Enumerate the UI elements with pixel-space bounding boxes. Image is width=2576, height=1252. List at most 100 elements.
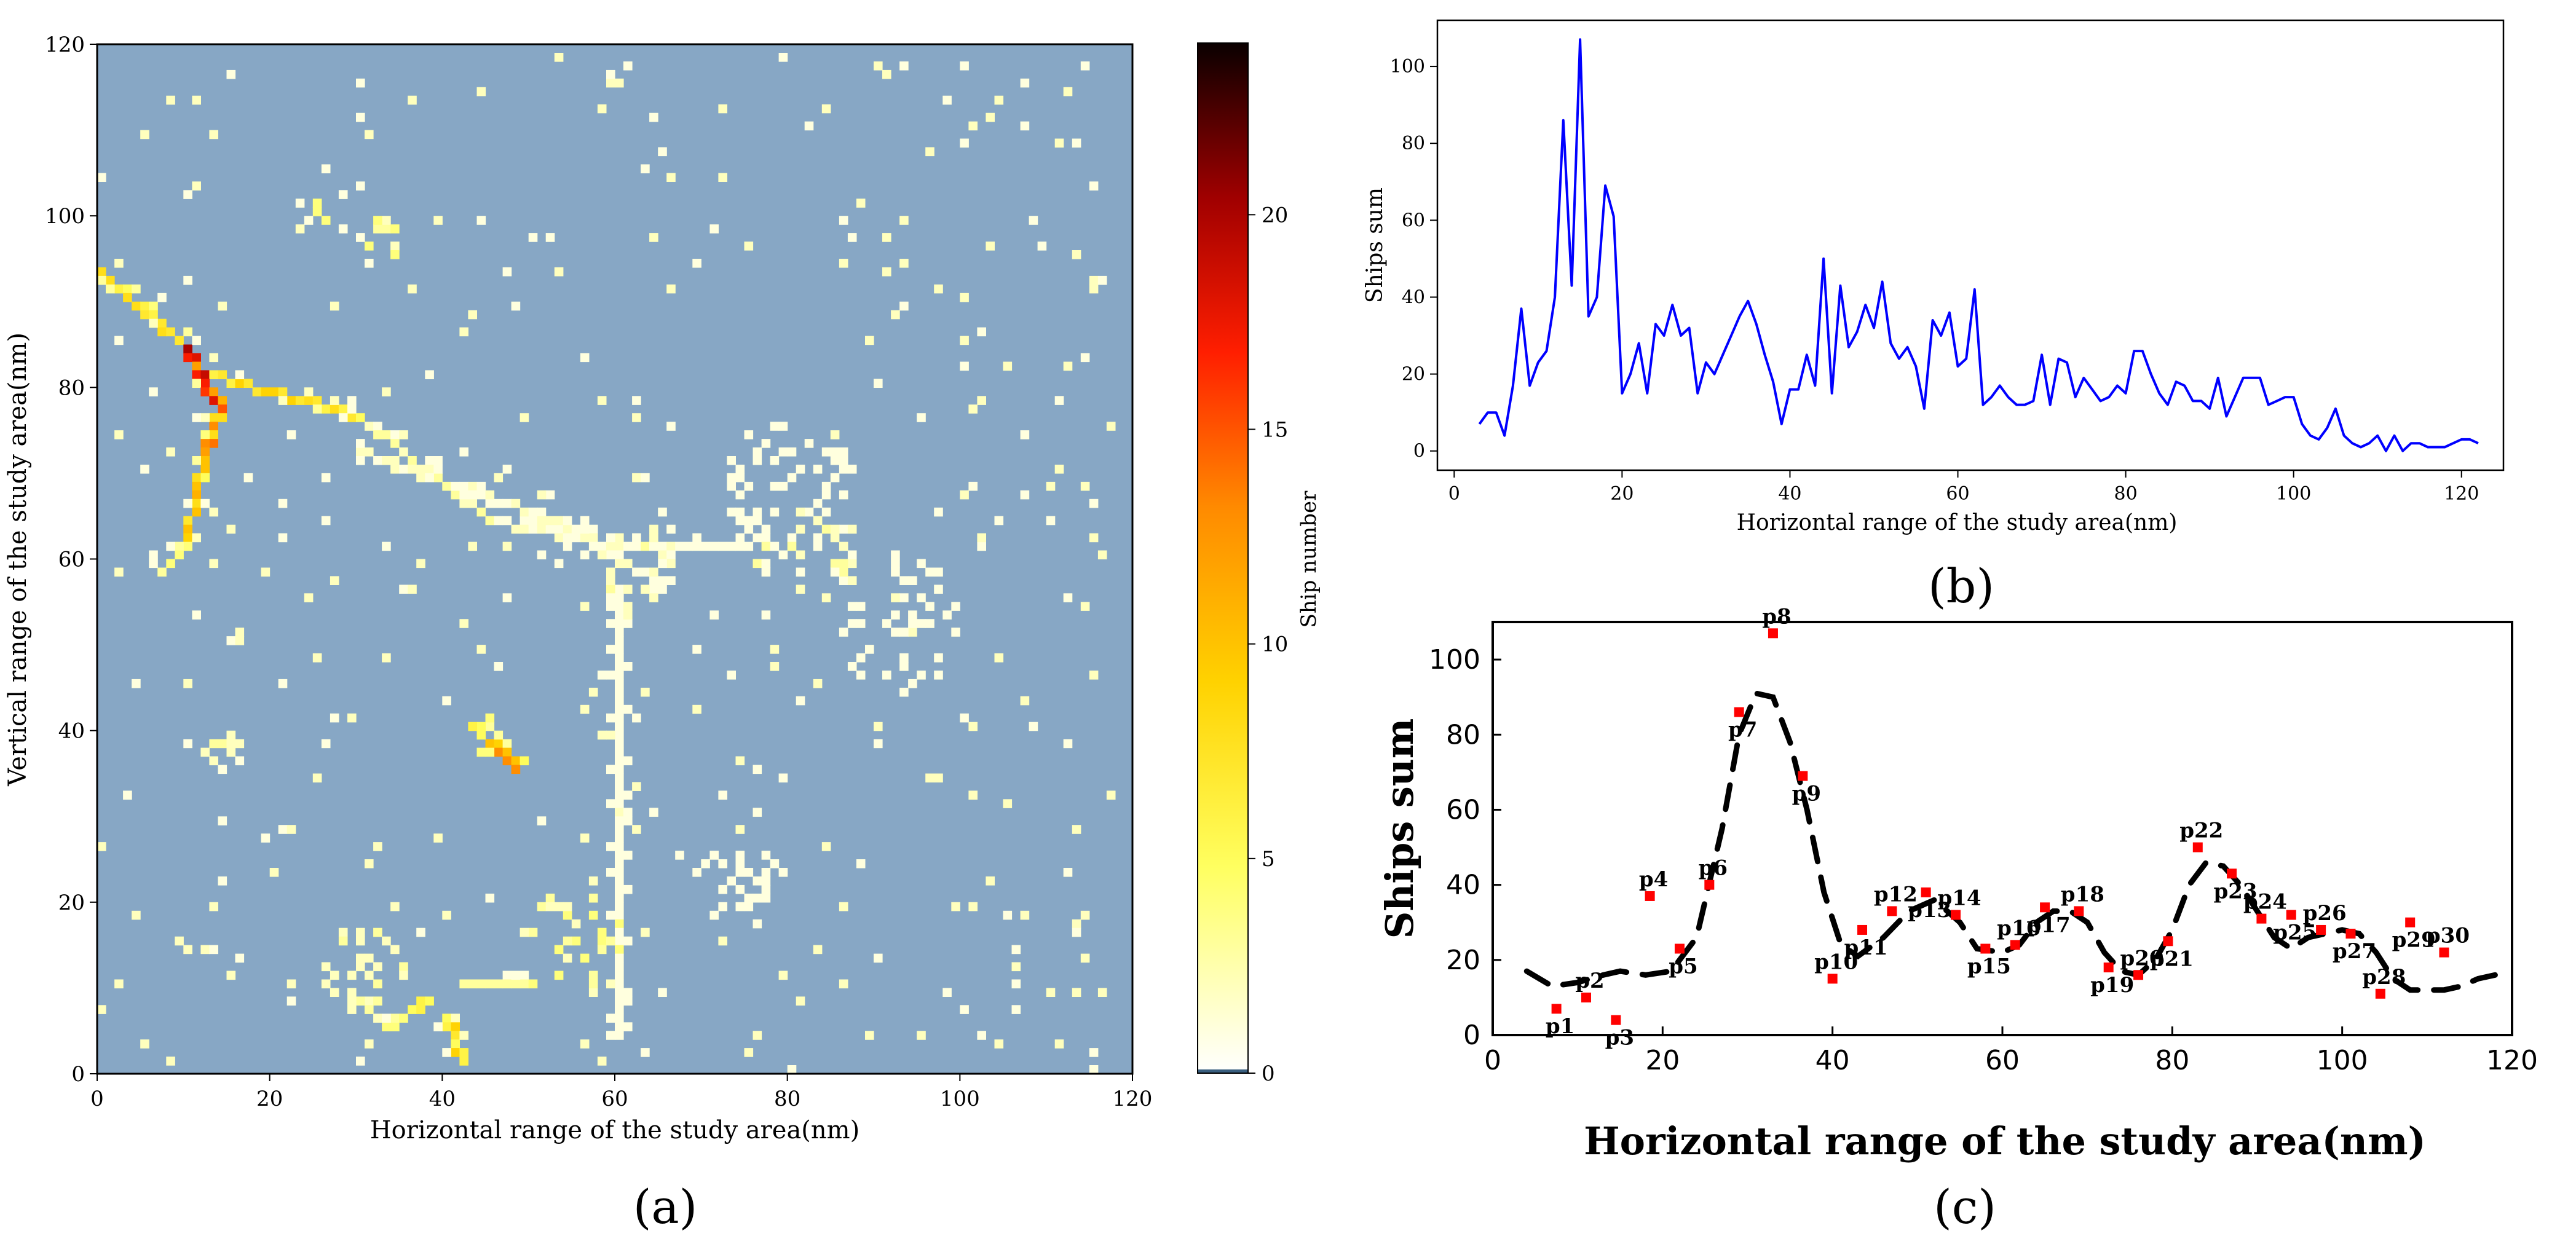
heatmap-cell <box>1080 910 1090 920</box>
heatmap-cell <box>839 567 848 577</box>
heatmap-cell <box>986 242 995 251</box>
heatmap-cell <box>494 747 504 757</box>
y-tick-label: 60 <box>58 548 85 572</box>
heatmap-cell <box>899 576 909 585</box>
heatmap-cell <box>778 970 788 980</box>
point-label: p19 <box>2090 973 2134 998</box>
heatmap-cell <box>416 473 425 482</box>
heatmap-cell <box>114 430 124 439</box>
heatmap-cell <box>425 465 434 474</box>
heatmap-cell <box>588 524 598 534</box>
scatter-point <box>1921 887 1931 897</box>
heatmap-cell <box>986 112 995 122</box>
heatmap-cell <box>261 833 271 843</box>
heatmap-cell <box>882 69 891 79</box>
heatmap-cell <box>632 541 641 551</box>
heatmap-cell <box>615 679 624 688</box>
heatmap-cell <box>459 481 468 491</box>
heatmap-cell <box>373 430 382 439</box>
heatmap-cell <box>615 833 624 843</box>
heatmap-cell <box>649 233 658 242</box>
heatmap-cell <box>891 550 900 560</box>
heatmap-cell <box>899 653 909 663</box>
heatmap-cell <box>606 1031 615 1040</box>
heatmap-cell <box>511 301 521 311</box>
heatmap-cell <box>382 936 391 946</box>
heatmap-cell <box>649 567 658 577</box>
heatmap-cell <box>951 902 960 911</box>
heatmap-cell <box>666 173 676 182</box>
heatmap-cell <box>563 910 572 920</box>
heatmap-cell <box>459 498 468 508</box>
heatmap-cell <box>649 533 658 543</box>
heatmap-cell <box>192 379 201 388</box>
heatmap-cell <box>304 593 314 602</box>
heatmap-cell <box>175 541 184 551</box>
heatmap-cell <box>1097 275 1107 285</box>
heatmap-cell <box>200 370 210 379</box>
heatmap-cell <box>813 498 823 508</box>
heatmap-cell <box>494 979 504 989</box>
heatmap-cell <box>451 1048 460 1057</box>
heatmap-cell <box>356 413 365 422</box>
heatmap-cell <box>459 1057 468 1066</box>
heatmap-cell <box>149 310 158 320</box>
heatmap-cell <box>934 507 943 517</box>
heatmap-cell <box>390 242 400 251</box>
heatmap-cell <box>468 722 477 731</box>
colorbar-tick-label: 5 <box>1262 847 1275 872</box>
heatmap-cell <box>580 602 590 611</box>
y-tick-label: 80 <box>58 376 85 400</box>
heatmap-cell <box>968 404 978 414</box>
x-tick-label: 20 <box>1610 483 1634 505</box>
heatmap-cell <box>744 1048 754 1057</box>
heatmap-cell <box>416 927 425 937</box>
heatmap-cell <box>934 284 943 294</box>
heatmap-cell <box>615 884 624 894</box>
heatmap-cell <box>132 679 141 688</box>
heatmap-cell <box>623 585 633 594</box>
heatmap-cell <box>494 516 504 526</box>
heatmap-cell <box>183 353 192 363</box>
heatmap-cell <box>917 413 926 422</box>
heatmap-cell <box>615 790 624 800</box>
heatmap-cell <box>606 730 615 740</box>
heatmap-cell <box>468 310 477 320</box>
heatmap-cell <box>606 713 615 723</box>
heatmap-cell <box>286 979 296 989</box>
heatmap-cell <box>545 902 555 911</box>
heatmap-cell <box>606 533 615 543</box>
colorbar-tick-label: 0 <box>1262 1061 1275 1086</box>
heatmap-cell <box>632 396 641 405</box>
heatmap-cell <box>1080 353 1090 363</box>
heatmap-cell <box>304 387 314 396</box>
heatmap-cell <box>658 541 667 551</box>
heatmap-cell <box>235 628 245 637</box>
heatmap-cell <box>718 884 727 894</box>
heatmap-cell <box>278 679 288 688</box>
heatmap-cell <box>615 645 624 654</box>
heatmap-cell <box>588 533 598 543</box>
heatmap-cell <box>563 936 572 946</box>
heatmap-cell <box>977 396 986 405</box>
heatmap-cell <box>735 533 745 543</box>
heatmap-cell <box>1020 696 1030 706</box>
scatter-point <box>1674 943 1685 954</box>
heatmap-cell <box>606 541 615 551</box>
heatmap-cell <box>545 893 555 903</box>
heatmap-cell <box>658 550 667 560</box>
x-tick-label: 40 <box>429 1087 456 1111</box>
heatmap-cell <box>235 379 245 388</box>
heatmap-cell <box>615 593 624 602</box>
heatmap-cell <box>580 1039 590 1049</box>
heatmap-cell <box>882 671 891 680</box>
heatmap-cell <box>286 996 296 1006</box>
heatmap-cell <box>563 953 572 963</box>
heatmap-cell <box>666 576 676 585</box>
heatmap-cell <box>986 876 995 886</box>
heatmap-cell <box>623 559 633 569</box>
heatmap-cell <box>623 884 633 894</box>
panel-label-a: (a) <box>633 1179 698 1234</box>
x-tick-label: 80 <box>774 1087 800 1111</box>
heatmap-cell <box>847 662 857 671</box>
